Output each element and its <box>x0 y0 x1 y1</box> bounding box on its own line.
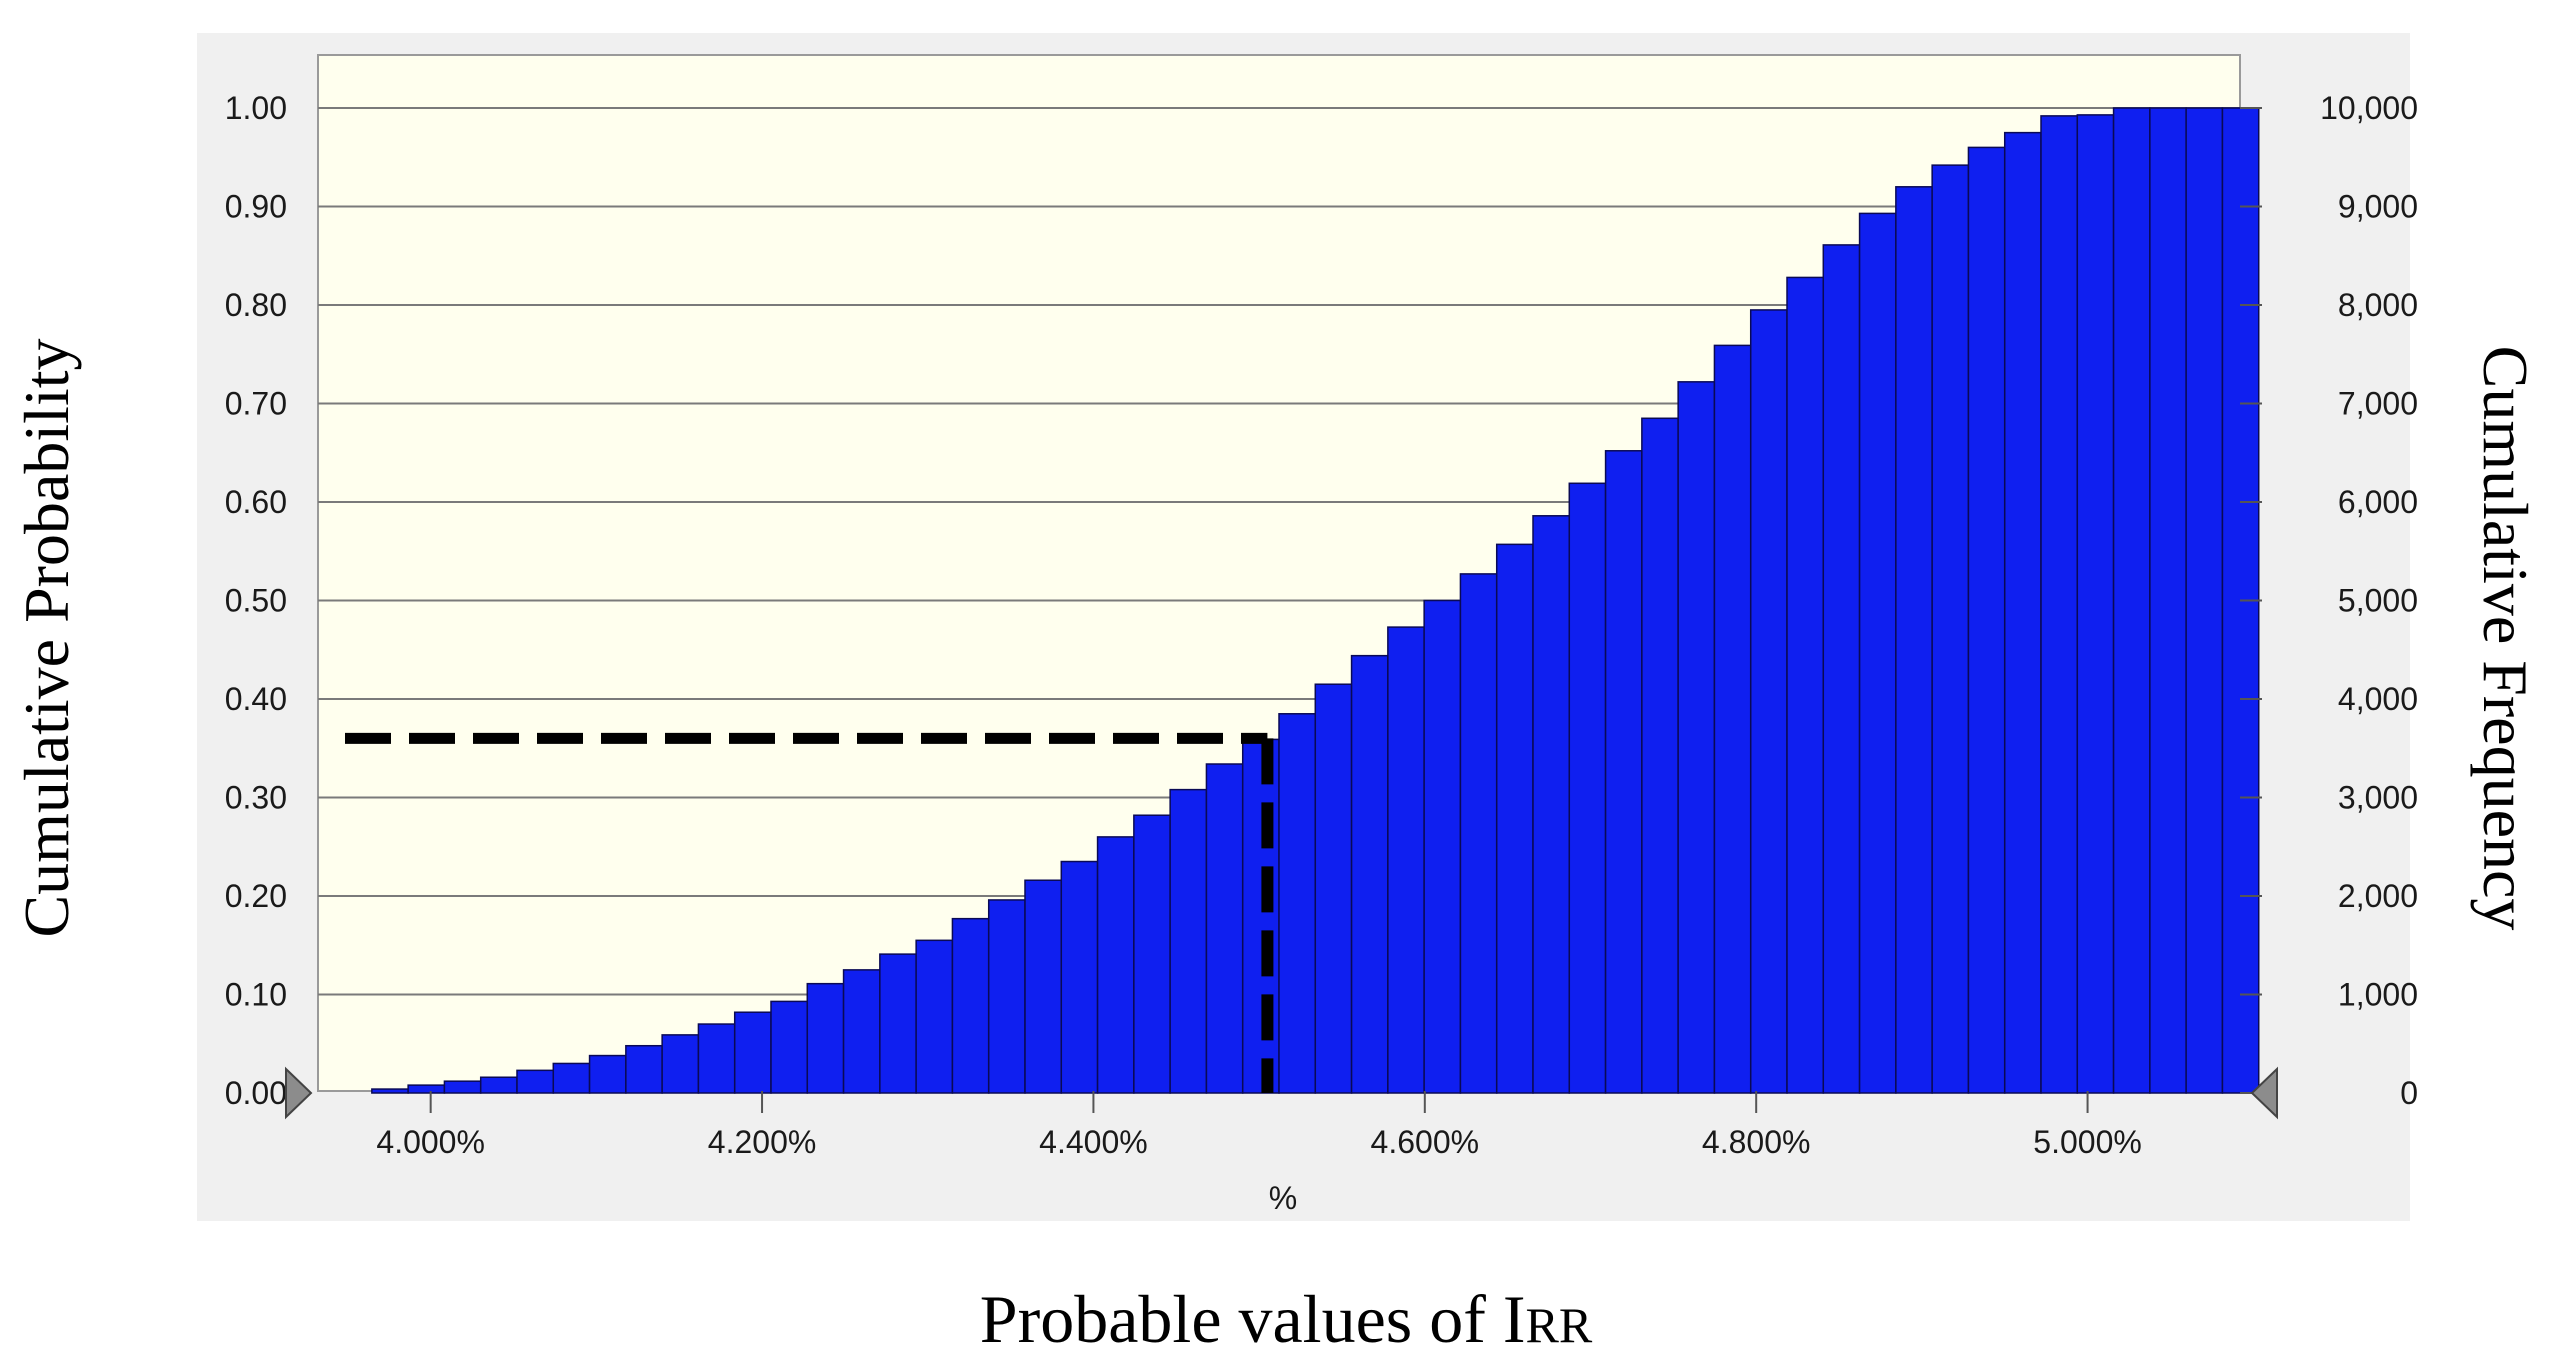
y-tick-label-left: 0.50 <box>225 583 287 619</box>
y-tick-label-right: 6,000 <box>2338 484 2418 520</box>
histogram-bar <box>2040 115 2079 1094</box>
histogram-bar <box>915 939 954 1094</box>
histogram-bar <box>1205 763 1244 1094</box>
histogram-bar <box>697 1023 736 1094</box>
histogram-bar <box>1858 212 1897 1094</box>
right-y-tick-labels: 0 1,000 2,000 3,000 4,000 5,000 6,000 7,000 8,00… <box>2320 90 2418 1111</box>
histogram-bar <box>1387 626 1425 1094</box>
y-tick-label-left: 0.30 <box>225 780 287 816</box>
histogram-bar <box>1241 738 1280 1094</box>
histogram-bar <box>407 1084 446 1094</box>
x-tick-label: 4.000% <box>376 1124 485 1160</box>
x-axis-title: Probable values of IRR <box>980 1281 1593 1357</box>
histogram-bar <box>1786 276 1825 1094</box>
histogram-bar <box>1604 450 1643 1094</box>
y-tick-label-left: 0.40 <box>225 681 287 717</box>
y-tick-label-left: 0.00 <box>225 1075 287 1111</box>
y-tick-label-left: 0.60 <box>225 484 287 520</box>
y-axis-title-right: Cumulative Frequency <box>2470 346 2541 931</box>
x-axis-title-suffix: RR <box>1526 1297 1593 1353</box>
histogram-bar <box>1495 543 1534 1094</box>
histogram-bar <box>1060 860 1099 1094</box>
histogram-bar <box>1677 381 1716 1094</box>
y-tick-label-right: 10,000 <box>2320 90 2418 126</box>
histogram-bar <box>987 899 1026 1094</box>
x-axis-title-main: Probable values of I <box>980 1281 1526 1357</box>
y-tick-label-right: 9,000 <box>2338 189 2418 225</box>
histogram-bar <box>516 1069 555 1094</box>
y-tick-label-right: 0 <box>2400 1075 2418 1111</box>
histogram-bar <box>879 953 917 1094</box>
histogram-bar <box>1314 683 1353 1094</box>
histogram-bar <box>733 1011 772 1094</box>
histogram-bar <box>1169 788 1208 1094</box>
histogram-bar <box>1133 814 1171 1094</box>
y-tick-label-right: 7,000 <box>2338 386 2418 422</box>
y-tick-label-left: 1.00 <box>225 90 287 126</box>
left-y-tick-labels: 0.00 0.10 0.20 0.30 0.40 0.50 0.60 0.70 0.80 0.90… <box>225 90 287 1111</box>
histogram-bar <box>842 969 881 1094</box>
y-tick-label-right: 3,000 <box>2338 780 2418 816</box>
x-tick-labels: 4.000% 4.200% 4.400% 4.600% 4.800% 5.000% <box>376 1124 2141 1160</box>
histogram-bar <box>1895 186 1933 1094</box>
histogram-bar <box>1713 344 1752 1094</box>
histogram-bar <box>588 1054 627 1094</box>
histogram-bar <box>1278 713 1317 1094</box>
x-tick-label: 5.000% <box>2033 1124 2142 1160</box>
histogram-bar <box>1641 417 1679 1094</box>
histogram-bar <box>1822 244 1861 1094</box>
y-tick-label-left: 0.80 <box>225 287 287 323</box>
histogram-bar <box>2076 114 2115 1094</box>
histogram-bar <box>951 917 990 1094</box>
histogram-bar <box>371 1088 409 1094</box>
y-tick-label-right: 1,000 <box>2338 977 2418 1013</box>
histogram-bar <box>1532 515 1571 1094</box>
right-slider-handle-icon[interactable] <box>2250 1066 2278 1120</box>
right-y-tick-marks <box>2240 107 2262 1094</box>
histogram-bar <box>2185 107 2224 1094</box>
histogram-bar <box>625 1044 663 1094</box>
histogram-bar <box>1931 164 1970 1094</box>
histogram-bar <box>1568 482 1607 1094</box>
histogram-bar <box>1096 836 1135 1094</box>
dashed-marker-lines <box>345 732 1274 1093</box>
histogram-bar <box>1967 146 2006 1094</box>
y-tick-label-left: 0.10 <box>225 977 287 1013</box>
y-tick-label-right: 5,000 <box>2338 583 2418 619</box>
y-axis-title-left: Cumulative Probability <box>11 338 82 937</box>
histogram-bar <box>1350 654 1389 1094</box>
x-tick-label: 4.200% <box>708 1124 817 1160</box>
histogram-bar <box>2112 107 2151 1094</box>
histogram-bar <box>1459 573 1498 1094</box>
histogram-bar <box>443 1080 482 1094</box>
y-tick-label-left: 0.90 <box>225 189 287 225</box>
histogram-bar <box>806 982 845 1094</box>
histogram-bar <box>479 1076 518 1094</box>
y-tick-label-left: 0.20 <box>225 878 287 914</box>
histogram-bar <box>1749 309 1788 1094</box>
histogram-bar <box>552 1062 591 1094</box>
histogram-bar <box>2003 131 2042 1094</box>
x-units-label: % <box>1269 1180 1297 1216</box>
left-slider-handle-icon[interactable] <box>285 1066 313 1120</box>
histogram-bar <box>770 1000 809 1094</box>
x-tick-label: 4.800% <box>1702 1124 1811 1160</box>
histogram-bars <box>371 107 2260 1094</box>
histogram-bar <box>1024 879 1063 1094</box>
x-tick-label: 4.400% <box>1039 1124 1148 1160</box>
y-tick-label-left: 0.70 <box>225 386 287 422</box>
histogram-bar <box>2149 107 2187 1094</box>
histogram-bar <box>661 1034 700 1094</box>
y-tick-label-right: 2,000 <box>2338 878 2418 914</box>
y-tick-label-right: 4,000 <box>2338 681 2418 717</box>
y-tick-label-right: 8,000 <box>2338 287 2418 323</box>
x-tick-label: 4.600% <box>1371 1124 1480 1160</box>
x-tick-marks <box>429 1091 2089 1113</box>
histogram-bar <box>1423 599 1462 1094</box>
